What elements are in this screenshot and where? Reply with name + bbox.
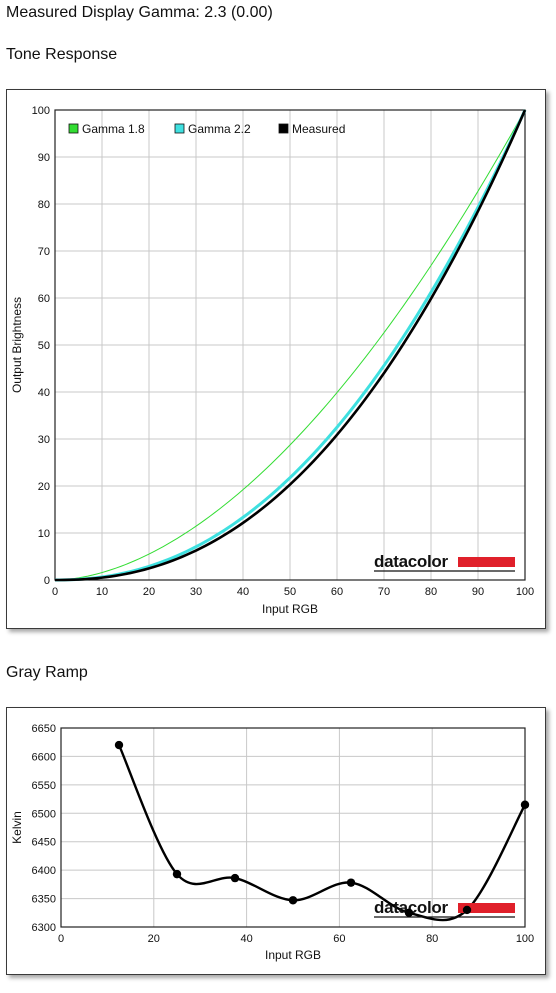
- legend-entry: Gamma 1.8: [68, 122, 145, 136]
- y-tick-label: 80: [38, 199, 50, 211]
- logo-red-bar: [458, 903, 515, 913]
- y-tick-label: 6350: [32, 894, 56, 906]
- gray-ramp-chart: 0 20 40 60 80 100 6300 6350 6400 6450 6500 6550 6600…: [10, 723, 534, 962]
- x-tick-label: 40: [240, 933, 252, 945]
- plot-frame: [54, 109, 526, 581]
- legend-swatch: [278, 123, 289, 134]
- x-tick-label: 40: [237, 586, 249, 598]
- legend-entry: Measured: [278, 122, 345, 136]
- x-tick-label: 60: [333, 933, 345, 945]
- x-tick-label: 10: [96, 586, 108, 598]
- gray-ramp-panel: 0 20 40 60 80 100 6300 6350 6400 6450 6500 6550 6600…: [6, 707, 546, 975]
- legend-swatch: [68, 123, 79, 134]
- data-point: [114, 740, 124, 750]
- y-tick-label: 100: [32, 105, 50, 117]
- x-tick-label: 0: [52, 586, 58, 598]
- y-tick-label: 60: [38, 293, 50, 305]
- series-line: [54, 109, 527, 582]
- y-tick-label: 6300: [32, 922, 56, 934]
- data-point: [520, 800, 530, 809]
- x-axis-label: Input RGB: [262, 602, 318, 616]
- data-point: [462, 905, 472, 915]
- data-point: [346, 878, 356, 887]
- legend-label: Gamma 1.8: [82, 122, 145, 136]
- page-title: Measured Display Gamma: 2.3 (0.00): [6, 4, 273, 21]
- y-axis-label: Kelvin: [10, 811, 24, 844]
- y-tick-label: 90: [38, 152, 50, 164]
- data-point: [288, 896, 298, 905]
- y-axis-label: Output Brightness: [10, 297, 24, 393]
- y-tick-label: 6450: [32, 837, 56, 849]
- x-tick-label: 100: [516, 933, 534, 945]
- x-tick-label: 30: [190, 586, 202, 598]
- tone-response-chart: 0 10 20 30 40 50 60 70 80 90 100 0 10 20 30 40 50 60 70 80 9…: [10, 105, 534, 616]
- logo-text: datacolor: [374, 552, 449, 571]
- x-tick-label: 90: [472, 586, 484, 598]
- data-point: [404, 908, 414, 917]
- logo-red-bar: [458, 557, 515, 567]
- series-line: [54, 109, 526, 581]
- x-tick-label: 20: [143, 586, 155, 598]
- x-tick-label: 60: [331, 586, 343, 598]
- plot-frame: [60, 727, 526, 928]
- logo-text: datacolor: [374, 898, 449, 917]
- y-tick-label: 10: [38, 528, 50, 540]
- y-tick-label: 6650: [32, 723, 56, 735]
- x-tick-label: 100: [516, 586, 534, 598]
- x-tick-label: 70: [378, 586, 390, 598]
- y-tick-label: 50: [38, 340, 50, 352]
- x-tick-label: 50: [284, 586, 296, 598]
- x-axis-label: Input RGB: [265, 948, 321, 962]
- y-tick-label: 6550: [32, 780, 56, 792]
- y-tick-label: 6400: [32, 865, 56, 877]
- datacolor-logo: datacolor: [374, 552, 515, 572]
- x-tick-label: 80: [426, 933, 438, 945]
- tone-response-panel: 0 10 20 30 40 50 60 70 80 90 100 0 10 20 30 40 50 60 70 80 9…: [6, 89, 546, 629]
- legend-label: Measured: [292, 122, 345, 136]
- y-tick-label: 70: [38, 246, 50, 258]
- legend-label: Gamma 2.2: [188, 122, 251, 136]
- legend-swatch: [174, 123, 185, 134]
- y-tick-label: 20: [38, 481, 50, 493]
- y-tick-label: 30: [38, 434, 50, 446]
- legend-entry: Gamma 2.2: [174, 122, 251, 136]
- plot-area: [61, 728, 525, 927]
- x-tick-label: 20: [148, 933, 160, 945]
- data-point: [172, 869, 182, 879]
- y-tick-label: 6500: [32, 808, 56, 820]
- data-point: [230, 873, 240, 883]
- y-tick-label: 0: [44, 575, 50, 587]
- y-tick-label: 6600: [32, 751, 56, 763]
- y-tick-label: 40: [38, 387, 50, 399]
- gray-ramp-heading: Gray Ramp: [6, 664, 88, 681]
- datacolor-logo: datacolor: [374, 898, 515, 918]
- x-tick-label: 80: [425, 586, 437, 598]
- x-tick-label: 0: [58, 933, 64, 945]
- series-line: [54, 109, 527, 582]
- tone-response-heading: Tone Response: [6, 46, 118, 63]
